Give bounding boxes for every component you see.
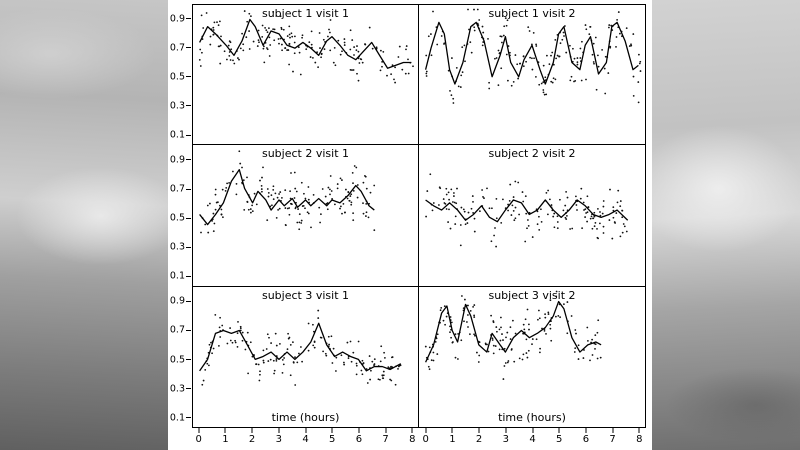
y-tick-mark bbox=[186, 159, 191, 161]
y-tick-mark bbox=[186, 329, 191, 331]
y-tick-label: 0.5 bbox=[169, 353, 185, 365]
x-tick-label: 4 bbox=[529, 433, 536, 445]
x-axis-col-2: 0 1 2 3 4 5 6 7 8 bbox=[419, 427, 646, 450]
x-tick-label: 6 bbox=[582, 433, 590, 445]
x-tick-label: 4 bbox=[302, 433, 309, 445]
x-tick-mark bbox=[278, 427, 280, 433]
panel-canvas-subject-3-visit-1 bbox=[199, 309, 402, 386]
x-tick-mark bbox=[358, 427, 360, 433]
panel-grid: 0.1 0.3 0.5 0.7 0.9 subject 1 visit 1 subject … bbox=[168, 4, 646, 450]
y-tick-mark bbox=[186, 417, 191, 419]
x-tick-label: 2 bbox=[248, 433, 256, 445]
x-tick-label: 1 bbox=[222, 433, 229, 445]
x-tick-mark bbox=[558, 427, 560, 433]
x-tick-mark bbox=[638, 427, 640, 433]
x-tick-mark bbox=[425, 427, 427, 433]
x-tick-label: 5 bbox=[556, 433, 563, 445]
y-tick-mark bbox=[186, 76, 191, 78]
y-tick-label: 0.9 bbox=[169, 295, 185, 307]
panel-subject-3-visit-1: subject 3 visit 1 time (hours) bbox=[192, 285, 419, 428]
panel-canvas-subject-1-visit-1 bbox=[198, 10, 414, 84]
x-tick-mark bbox=[532, 427, 533, 433]
x-tick-label: 5 bbox=[329, 433, 336, 445]
x-tick-mark bbox=[411, 427, 413, 433]
y-tick-label: 0.1 bbox=[169, 412, 185, 424]
x-tick-label: 3 bbox=[502, 433, 509, 445]
x-tick-mark bbox=[612, 427, 614, 433]
y-tick-label: 0.7 bbox=[169, 324, 185, 336]
panel-subject-1-visit-1: subject 1 visit 1 bbox=[192, 4, 419, 146]
y-tick-mark bbox=[186, 300, 191, 302]
x-tick-label: 6 bbox=[355, 433, 363, 445]
blurred-left-background bbox=[0, 0, 168, 450]
x-tick-mark bbox=[385, 427, 387, 433]
y-tick-label: 0.5 bbox=[169, 212, 185, 224]
y-tick-mark bbox=[186, 188, 191, 190]
x-tick-label: 7 bbox=[609, 433, 616, 445]
x-tick-label: 3 bbox=[275, 433, 282, 445]
panel-canvas-subject-3-visit-2 bbox=[424, 290, 602, 380]
y-axis-gutter-row-3: 0.1 0.3 0.5 0.7 0.9 bbox=[168, 287, 192, 428]
x-tick-mark bbox=[224, 427, 226, 433]
x-tick-mark bbox=[585, 427, 587, 433]
y-tick-mark bbox=[186, 246, 191, 248]
x-tick-mark bbox=[451, 427, 453, 433]
x-tick-label: 0 bbox=[195, 433, 202, 445]
y-tick-label: 0.7 bbox=[169, 41, 185, 53]
panel-canvas-subject-2-visit-1 bbox=[199, 150, 376, 234]
y-tick-mark bbox=[186, 359, 191, 360]
y-tick-label: 0.9 bbox=[169, 154, 185, 166]
x-tick-label: 2 bbox=[475, 433, 483, 445]
panel-subject-3-visit-2: subject 3 visit 2 time (hours) bbox=[418, 285, 646, 428]
x-tick-mark bbox=[251, 427, 253, 433]
panel-subject-2-visit-1: subject 2 visit 1 bbox=[192, 144, 419, 287]
y-tick-mark bbox=[186, 134, 191, 136]
x-axis-col-1: 0 1 2 3 4 5 6 7 8 bbox=[192, 427, 419, 450]
y-tick-label: 0.1 bbox=[169, 270, 185, 282]
x-tick-label: 8 bbox=[409, 433, 416, 445]
panel-canvas-subject-1-visit-2 bbox=[424, 8, 642, 104]
panel-subject-2-visit-2: subject 2 visit 2 bbox=[418, 144, 646, 287]
y-tick-label: 0.9 bbox=[169, 12, 185, 24]
y-axis-gutter-row-2: 0.1 0.3 0.5 0.7 0.9 bbox=[168, 145, 192, 286]
x-tick-label: 7 bbox=[382, 433, 389, 445]
trellis-plot: 0.1 0.3 0.5 0.7 0.9 subject 1 visit 1 subject … bbox=[168, 0, 652, 450]
y-tick-label: 0.7 bbox=[169, 183, 185, 195]
axis-corner bbox=[168, 428, 192, 450]
y-tick-mark bbox=[186, 217, 191, 219]
x-tick-label: 8 bbox=[636, 433, 643, 445]
x-tick-mark bbox=[505, 427, 507, 433]
y-tick-label: 0.1 bbox=[169, 129, 185, 141]
y-axis-gutter-row-1: 0.1 0.3 0.5 0.7 0.9 bbox=[168, 4, 192, 145]
panel-subject-1-visit-2: subject 1 visit 2 bbox=[418, 4, 646, 146]
x-tick-mark bbox=[478, 427, 480, 433]
y-tick-mark bbox=[186, 275, 191, 277]
y-tick-mark bbox=[186, 18, 191, 20]
blurred-right-background bbox=[652, 0, 800, 450]
x-tick-mark bbox=[198, 427, 200, 433]
y-tick-mark bbox=[186, 47, 191, 49]
y-tick-label: 0.3 bbox=[169, 100, 185, 112]
y-tick-mark bbox=[186, 388, 191, 390]
panel-canvas-subject-2-visit-2 bbox=[425, 173, 629, 248]
x-tick-mark bbox=[331, 427, 333, 433]
x-tick-label: 1 bbox=[449, 433, 456, 445]
y-tick-label: 0.3 bbox=[169, 382, 185, 394]
y-tick-mark bbox=[186, 105, 191, 107]
x-tick-mark bbox=[305, 427, 306, 433]
x-tick-label: 0 bbox=[422, 433, 429, 445]
y-tick-label: 0.5 bbox=[169, 71, 185, 83]
y-tick-label: 0.3 bbox=[169, 241, 185, 253]
